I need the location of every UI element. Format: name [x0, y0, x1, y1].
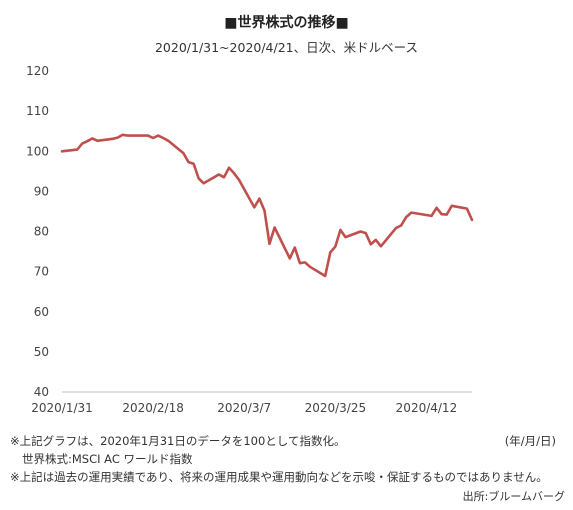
- x-tick-label: 2020/4/12: [396, 401, 458, 415]
- x-tick-label: 2020/1/31: [31, 401, 93, 415]
- y-tick-label: 100: [26, 144, 49, 158]
- y-tick-label: 80: [34, 225, 49, 239]
- y-tick-label: 120: [26, 64, 49, 78]
- source-note: 出所:ブルームバーグ: [462, 490, 565, 503]
- chart-plot: 120 110 100 90 80 70 60 50 40 2020/1/31 2020/2/18…: [26, 64, 474, 415]
- footnote-disclaimer: ※上記は過去の運用実績であり、将来の運用成果や運用動向などを示唆・保証するもので…: [10, 470, 548, 484]
- chart-title: ■世界株式の推移■: [224, 15, 349, 31]
- y-tick-label: 60: [34, 305, 49, 319]
- footnote-index: ※上記グラフは、2020年1月31日のデータを100として指数化。: [10, 434, 346, 448]
- chart-subtitle: 2020/1/31~2020/4/21、日次、米ドルベース: [154, 40, 419, 55]
- date-format-note: (年/月/日): [504, 434, 556, 448]
- x-tick-label: 2020/2/18: [122, 401, 184, 415]
- footnotes: ※上記グラフは、2020年1月31日のデータを100として指数化。 (年/月/日…: [10, 432, 570, 486]
- x-tick-label: 2020/3/7: [217, 401, 271, 415]
- y-tick-label: 70: [34, 265, 49, 279]
- y-tick-label: 90: [34, 184, 49, 198]
- series-line: [60, 133, 474, 278]
- y-tick-label: 50: [34, 345, 49, 359]
- x-tick-label: 2020/3/25: [305, 401, 367, 415]
- footnote-index-name: 世界株式:MSCI AC ワールド指数: [22, 452, 193, 466]
- y-tick-label: 40: [34, 385, 49, 399]
- y-tick-label: 110: [26, 104, 49, 118]
